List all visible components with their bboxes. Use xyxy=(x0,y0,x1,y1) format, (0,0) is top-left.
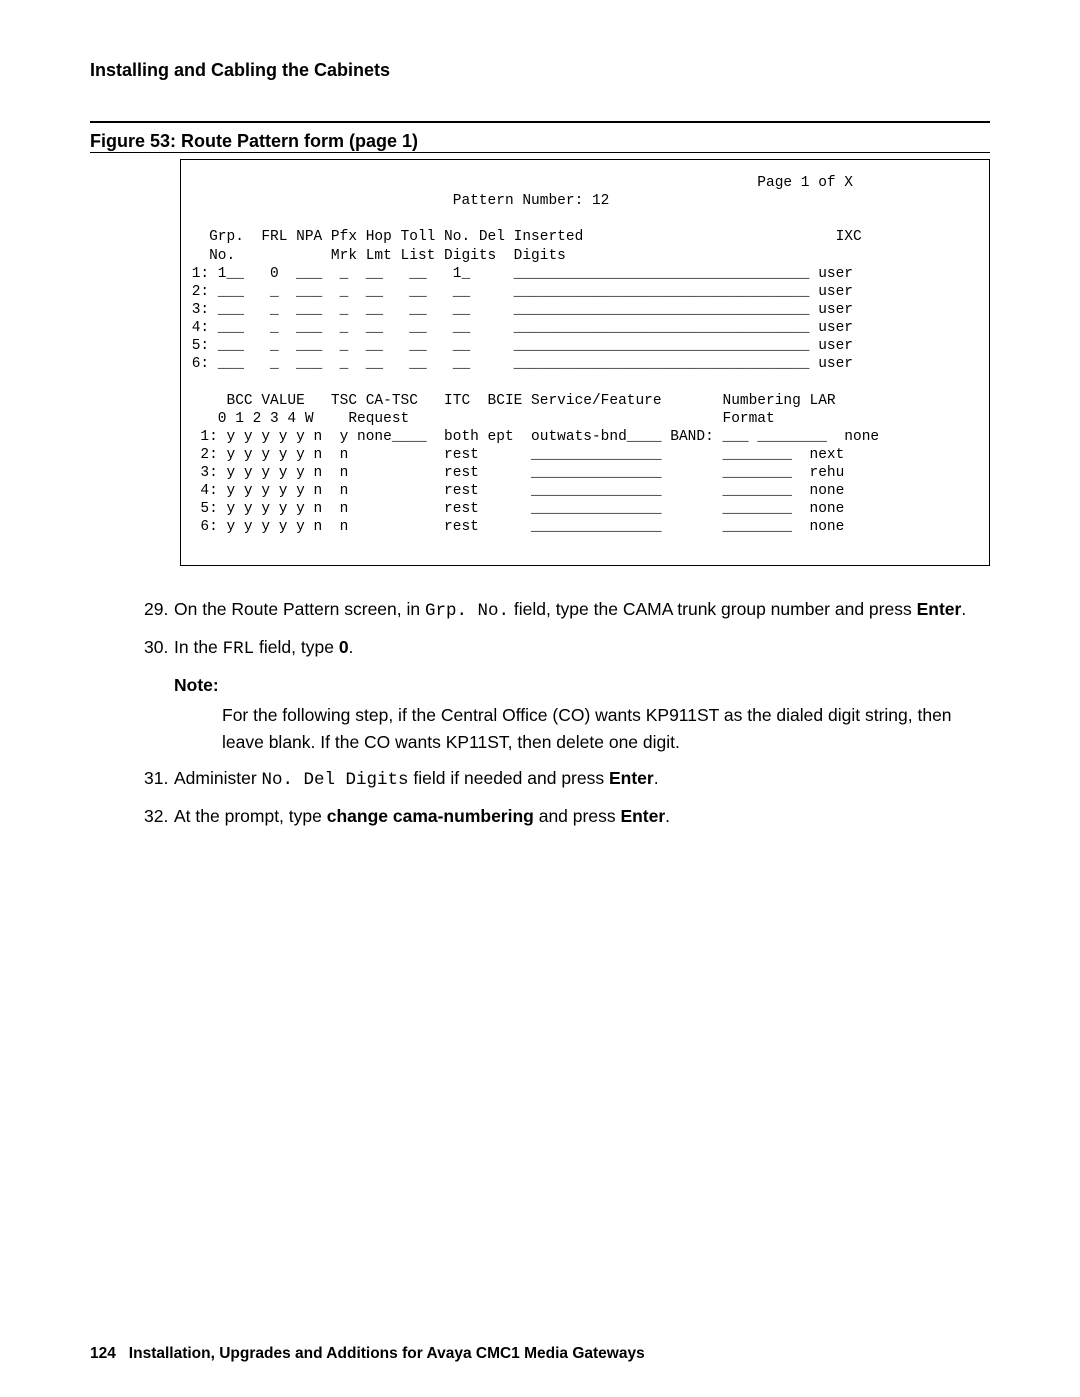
step-29: 29.On the Route Pattern screen, in Grp. … xyxy=(90,596,990,624)
step-text: and press xyxy=(534,806,621,826)
terminal-line: 5: ___ _ ___ _ __ __ __ ________________… xyxy=(183,338,853,354)
bold-text: Enter xyxy=(917,599,962,619)
step-text: . xyxy=(349,637,354,657)
terminal-line: No. Mrk Lmt List Digits Digits xyxy=(183,248,566,264)
instruction-list: 29.On the Route Pattern screen, in Grp. … xyxy=(90,596,990,830)
bold-text: 0 xyxy=(339,637,349,657)
page-number: 124 xyxy=(90,1345,116,1362)
bold-text: Enter xyxy=(609,768,654,788)
terminal-line: 3: y y y y y n n rest _______________ __… xyxy=(183,465,844,481)
terminal-line: 3: ___ _ ___ _ __ __ __ ________________… xyxy=(183,302,853,318)
terminal-line: Pattern Number: 12 xyxy=(183,193,609,209)
terminal-line: 5: y y y y y n n rest _______________ __… xyxy=(183,501,844,517)
figure-caption: Figure 53: Route Pattern form (page 1) xyxy=(90,131,990,152)
step-number: 32. xyxy=(144,803,174,829)
terminal-line: 2: ___ _ ___ _ __ __ __ ________________… xyxy=(183,284,853,300)
terminal-line: Page 1 of X xyxy=(183,175,853,191)
section-header: Installing and Cabling the Cabinets xyxy=(90,60,990,81)
step-text: At the prompt, type xyxy=(174,806,327,826)
code-text: Grp. No. xyxy=(425,601,509,621)
terminal-line: 2: y y y y y n n rest _______________ __… xyxy=(183,447,844,463)
code-text: No. Del Digits xyxy=(262,770,409,790)
step-text: field, type xyxy=(254,637,339,657)
step-text: field if needed and press xyxy=(409,768,609,788)
terminal-line: 1: 1__ 0 ___ _ __ __ 1_ ________________… xyxy=(183,266,853,282)
footer-title: Installation, Upgrades and Additions for… xyxy=(129,1345,645,1362)
step-number: 31. xyxy=(144,765,174,791)
step-32: 32.At the prompt, type change cama-numbe… xyxy=(90,803,990,829)
terminal-line: 6: y y y y y n n rest _______________ __… xyxy=(183,519,844,535)
step-text: . xyxy=(961,599,966,619)
step-text: On the Route Pattern screen, in xyxy=(174,599,425,619)
terminal-line: 6: ___ _ ___ _ __ __ __ ________________… xyxy=(183,356,853,372)
top-horizontal-rule xyxy=(90,121,990,123)
terminal-line: 1: y y y y y n y none____ both ept outwa… xyxy=(183,429,879,445)
note-block: Note: For the following step, if the Cen… xyxy=(90,672,990,755)
terminal-line: 0 1 2 3 4 W Request Format xyxy=(183,411,775,427)
step-text: . xyxy=(665,806,670,826)
step-31: 31.Administer No. Del Digits field if ne… xyxy=(90,765,990,793)
terminal-line: Grp. FRL NPA Pfx Hop Toll No. Del Insert… xyxy=(183,229,862,245)
figure-underline xyxy=(90,152,990,153)
step-number: 30. xyxy=(144,634,174,660)
note-label: Note: xyxy=(90,672,990,698)
bold-text: Enter xyxy=(620,806,665,826)
bold-text: change cama-numbering xyxy=(327,806,534,826)
terminal-line: 4: ___ _ ___ _ __ __ __ ________________… xyxy=(183,320,853,336)
page-footer: 124 Installation, Upgrades and Additions… xyxy=(90,1345,645,1363)
terminal-form-box: Page 1 of X Pattern Number: 12 Grp. FRL … xyxy=(180,159,990,566)
terminal-line: 4: y y y y y n n rest _______________ __… xyxy=(183,483,844,499)
step-30: 30.In the FRL field, type 0. xyxy=(90,634,990,662)
step-number: 29. xyxy=(144,596,174,622)
step-text: Administer xyxy=(174,768,262,788)
code-text: FRL xyxy=(223,639,255,659)
terminal-line: BCC VALUE TSC CA-TSC ITC BCIE Service/Fe… xyxy=(183,393,836,409)
step-text: field, type the CAMA trunk group number … xyxy=(509,599,917,619)
note-body: For the following step, if the Central O… xyxy=(90,702,990,755)
step-text: . xyxy=(654,768,659,788)
step-text: In the xyxy=(174,637,223,657)
